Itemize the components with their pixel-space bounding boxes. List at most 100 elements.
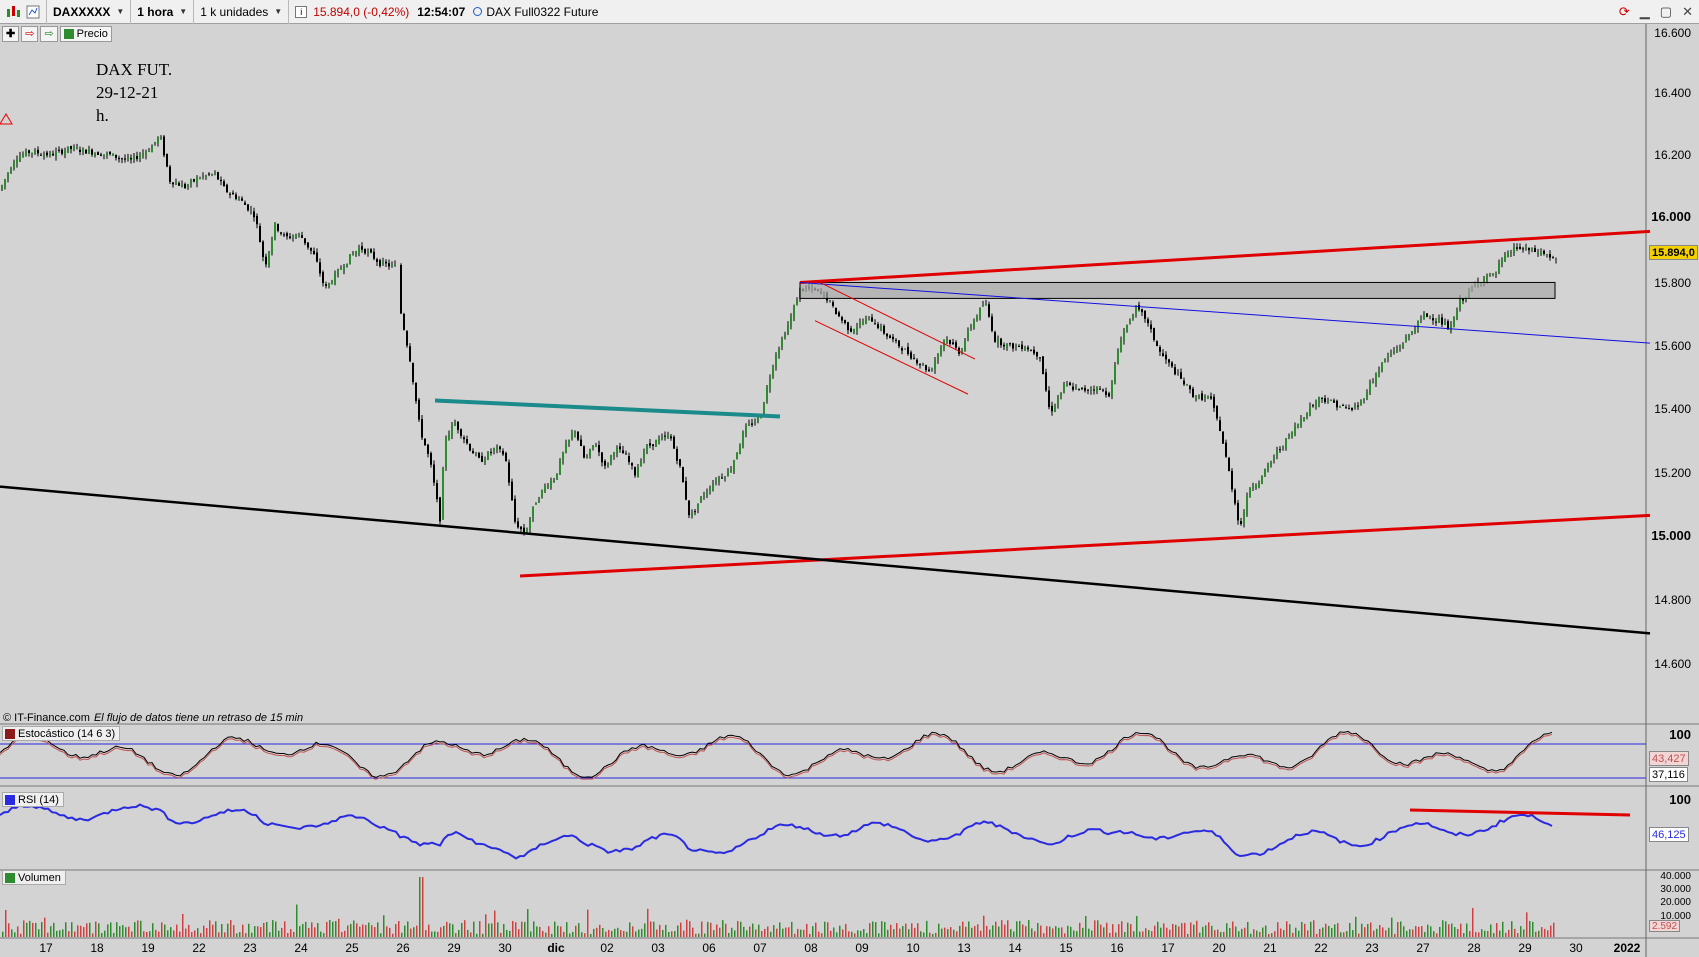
- candle-body: [346, 263, 348, 267]
- candle-body: [1042, 356, 1044, 375]
- candle-body: [577, 431, 579, 440]
- volume-bar: [1103, 927, 1105, 937]
- candle-body: [736, 452, 738, 459]
- candle-body: [514, 498, 516, 522]
- volume-title[interactable]: Volumen: [2, 870, 66, 885]
- volume-bar: [1190, 922, 1192, 937]
- volume-bar: [905, 923, 907, 937]
- symbol-select[interactable]: DAXXXXX ▼: [47, 0, 132, 24]
- volume-bar: [140, 920, 142, 937]
- info-icon[interactable]: i: [295, 5, 308, 18]
- candle-body: [1351, 407, 1353, 411]
- maximize-icon[interactable]: ▢: [1659, 4, 1673, 19]
- candle-body: [121, 158, 123, 160]
- close-icon[interactable]: ✕: [1682, 4, 1693, 19]
- volume-bar: [857, 930, 859, 937]
- stochastic-title[interactable]: Estocástico (14 6 3): [2, 726, 121, 741]
- volume-bar: [548, 926, 550, 937]
- volume-bar: [1136, 916, 1138, 937]
- chart-type-button[interactable]: [0, 0, 47, 24]
- candle-body: [559, 460, 561, 475]
- candle-body: [1198, 394, 1200, 398]
- volume-bar: [1184, 922, 1186, 937]
- volume-bar: [227, 923, 229, 937]
- candle-body: [304, 238, 306, 244]
- export-icon: ⇨: [25, 28, 35, 40]
- layout-button[interactable]: ⇨: [40, 25, 58, 42]
- candle-body: [619, 446, 621, 450]
- x-axis-label: 16: [1110, 941, 1124, 955]
- volume-bar: [1445, 921, 1447, 937]
- x-axis-label: 27: [1416, 941, 1430, 955]
- export-button[interactable]: ⇨: [21, 25, 39, 42]
- volume-bar: [44, 917, 46, 937]
- volume-bar: [1019, 920, 1021, 937]
- volume-bar: [395, 924, 397, 937]
- volume-bar: [1328, 925, 1330, 937]
- candle-body: [307, 242, 309, 248]
- rsi-title[interactable]: RSI (14): [2, 792, 64, 807]
- price-type-button[interactable]: Precio: [59, 25, 112, 42]
- candle-body: [985, 303, 987, 305]
- volume-bar: [407, 921, 409, 937]
- candle-body: [1, 185, 3, 190]
- candle-body: [1111, 381, 1113, 397]
- chart-canvas[interactable]: [0, 24, 1699, 957]
- candle-body: [13, 162, 15, 169]
- volume-bar: [416, 925, 418, 937]
- volume-bar: [356, 923, 358, 937]
- volume-bar: [299, 926, 301, 937]
- volume-bar: [893, 929, 895, 937]
- volume-bar: [1130, 924, 1132, 937]
- candle-body: [244, 202, 246, 205]
- volume-bar: [557, 925, 559, 937]
- candle-body: [661, 436, 663, 440]
- candle-body: [1387, 356, 1389, 359]
- candle-body: [1417, 320, 1419, 329]
- candle-body: [1531, 248, 1533, 250]
- volume-bar: [173, 930, 175, 937]
- x-axis-label: 23: [1365, 941, 1379, 955]
- price-axis-label: 16.000: [1651, 209, 1691, 224]
- candle-body: [1492, 273, 1494, 275]
- candle-body: [391, 264, 393, 266]
- volume-bar: [1250, 933, 1252, 937]
- candle-body: [406, 331, 408, 346]
- add-indicator-button[interactable]: ✚: [2, 25, 20, 42]
- candle-body: [1303, 417, 1305, 421]
- volume-bar: [344, 930, 346, 937]
- volume-bar: [347, 925, 349, 937]
- layout-icon: ⇨: [44, 28, 54, 40]
- volume-bar: [1286, 921, 1288, 937]
- refresh-icon[interactable]: ⟳: [1618, 4, 1630, 19]
- candle-body: [712, 483, 714, 491]
- compare-icon[interactable]: [26, 5, 40, 19]
- volume-bar: [1532, 921, 1534, 937]
- candle-body: [1108, 393, 1110, 397]
- top-toolbar: DAXXXXX ▼ 1 hora ▼ 1 k unidades ▼ i 15.894,…: [0, 0, 1699, 24]
- candle-body: [637, 467, 639, 478]
- units-select[interactable]: 1 k unidades ▼: [194, 0, 290, 24]
- volume-bar: [197, 928, 199, 937]
- candle-body: [724, 476, 726, 478]
- volume-bar: [203, 925, 205, 937]
- minimize-icon[interactable]: ▁: [1639, 4, 1650, 19]
- candle-body: [430, 453, 432, 465]
- candle-body: [385, 261, 387, 264]
- volume-bar: [1418, 926, 1420, 937]
- candle-body: [490, 451, 492, 453]
- candle-body: [604, 460, 606, 466]
- candle-body: [88, 149, 90, 154]
- volume-bar: [17, 926, 19, 937]
- volume-bar: [1004, 924, 1006, 937]
- candle-body: [694, 511, 696, 513]
- candle-body: [1441, 317, 1443, 325]
- interval-select[interactable]: 1 hora ▼: [131, 0, 195, 24]
- volume-bar: [488, 923, 490, 937]
- volume-bar: [122, 925, 124, 937]
- candle-body: [196, 177, 198, 183]
- candle-body: [793, 306, 795, 319]
- candle-body: [187, 184, 189, 188]
- volume-bar: [1244, 927, 1246, 937]
- candle-body: [1444, 322, 1446, 325]
